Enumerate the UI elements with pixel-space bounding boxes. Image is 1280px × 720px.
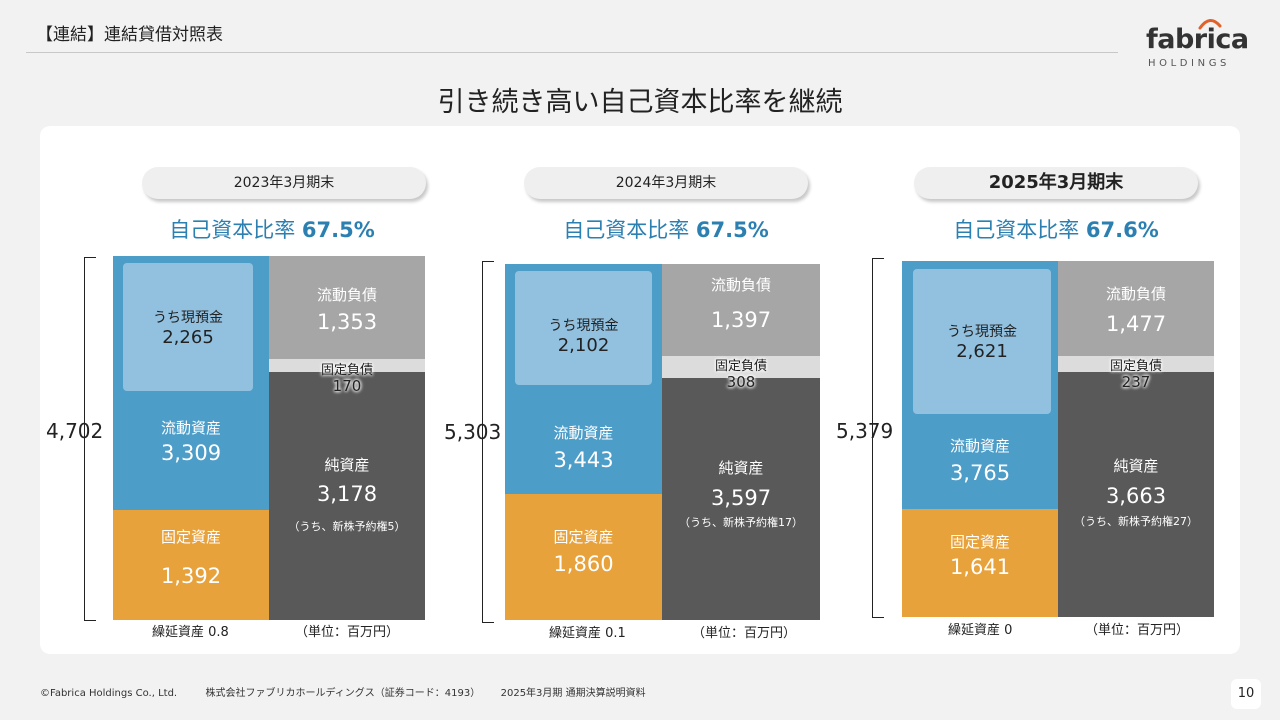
current-assets-label: 流動資産 (160, 419, 221, 437)
ratio-prefix: 自己資本比率 (169, 218, 296, 242)
deferred-value: 0.1 (605, 626, 626, 641)
total-assets-2024: 5,303 (444, 420, 502, 444)
ratio-value: 67.6% (1085, 218, 1159, 242)
page-title: 引き続き高い自己資本比率を継続 (437, 87, 843, 118)
unit-note-2023: （単位：百万円） (295, 625, 400, 640)
cash-value: 2,265 (162, 327, 214, 348)
current-liab-label: 流動負債 (316, 286, 377, 304)
cash-block-2025: うち現預金 2,621 (913, 269, 1051, 414)
cash-label: うち現預金 (947, 324, 1017, 340)
deferred-value: 0.8 (208, 625, 229, 640)
total-bracket (482, 261, 494, 623)
header-divider (26, 52, 1118, 53)
footer-company: 株式会社ファブリカホールディングス（証券コード：4193） (205, 688, 481, 699)
fixed-assets-value: 1,392 (160, 564, 222, 588)
net-assets-2025: 純資産 3,663 （うち、新株予約権27） (1058, 372, 1214, 617)
logo-wordmark: fabrica (1146, 24, 1249, 55)
total-assets-2025: 5,379 (836, 419, 894, 443)
period-label-2023: 2023年3月期末 (142, 167, 426, 199)
page-number: 10 (1231, 679, 1261, 709)
fixed-liabilities-2023 (269, 359, 425, 372)
equity-ratio-2023: 自己資本比率 67.5% (142, 214, 402, 244)
fixed-assets-label: 固定資産 (553, 528, 614, 546)
period-label-2024: 2024年3月期末 (524, 167, 808, 199)
current-assets-value: 3,309 (160, 441, 222, 465)
deferred-label: 繰延資産 (549, 626, 602, 641)
fixed-assets-2024: 固定資産 1,860 (505, 494, 662, 620)
footer-document: 2025年3月期 通期決算説明資料 (500, 688, 646, 699)
net-assets-value: 3,597 (710, 486, 772, 510)
fixed-liabilities-2025 (1058, 356, 1214, 372)
current-assets-value: 3,443 (553, 448, 614, 472)
fixed-liab-value: 170 (332, 377, 362, 395)
current-liab-label: 流動負債 (1105, 285, 1166, 303)
deferred-assets-2025: 繰延資産 0 (948, 619, 1012, 638)
cash-value: 2,102 (557, 335, 610, 356)
net-assets-note: （うち、新株予約権17） (679, 516, 803, 529)
net-assets-2024: 純資産 3,597 （うち、新株予約権17） (662, 378, 820, 620)
logo-arc-icon (1198, 19, 1222, 30)
fixed-liab-value: 237 (1121, 373, 1151, 391)
unit-note-2025: （単位：百万円） (1085, 623, 1190, 638)
fixed-liab-label: 固定負債 (320, 363, 373, 378)
current-assets-2023: うち現預金 2,265 流動資産 3,309 (113, 256, 269, 510)
deferred-label: 繰延資産 (948, 623, 1001, 638)
header-title: 【連結】連結貸借対照表 (36, 25, 223, 45)
net-assets-2023: 純資産 3,178 （うち、新株予約権5） (269, 372, 425, 620)
fixed-assets-2025: 固定資産 1,641 (902, 509, 1058, 617)
net-assets-label: 純資産 (1113, 457, 1159, 475)
fixed-assets-value: 1,860 (553, 552, 614, 576)
current-assets-2025: うち現預金 2,621 流動資産 3,765 (902, 261, 1058, 509)
net-assets-label: 純資産 (324, 456, 370, 474)
footer-copyright: ©Fabrica Holdings Co., Ltd. (40, 688, 178, 699)
equity-ratio-2025: 自己資本比率 67.6% (926, 214, 1186, 244)
ratio-prefix: 自己資本比率 (563, 218, 690, 242)
total-bracket (84, 257, 96, 621)
ratio-prefix: 自己資本比率 (953, 218, 1080, 242)
total-bracket (872, 258, 884, 618)
net-assets-note: （うち、新株予約権27） (1074, 515, 1198, 528)
deferred-assets-2024: 繰延資産 0.1 (549, 622, 626, 641)
cash-block-2024: うち現預金 2,102 (515, 271, 652, 385)
fixed-assets-label: 固定資産 (949, 533, 1010, 551)
deferred-value: 0 (1004, 623, 1013, 638)
logo-subtext: HOLDINGS (1148, 58, 1230, 69)
deferred-label: 繰延資産 (152, 625, 205, 640)
current-liabilities-2023: 流動負債 1,353 (269, 256, 425, 359)
current-assets-label: 流動資産 (553, 424, 614, 442)
current-assets-2024: うち現預金 2,102 流動資産 3,443 (505, 264, 662, 494)
net-assets-value: 3,663 (1105, 484, 1167, 508)
fixed-liab-label: 固定負債 (1109, 359, 1162, 374)
cash-value: 2,621 (956, 341, 1008, 362)
fixed-liab-label: 固定負債 (714, 359, 767, 374)
ratio-value: 67.5% (301, 218, 375, 242)
fixed-assets-value: 1,641 (949, 555, 1011, 579)
equity-ratio-2024: 自己資本比率 67.5% (536, 214, 796, 244)
footer: ©Fabrica Holdings Co., Ltd. 株式会社ファブリカホール… (40, 684, 646, 699)
deferred-assets-2023: 繰延資産 0.8 (152, 621, 229, 640)
fixed-liab-value: 308 (726, 373, 756, 391)
fixed-liabilities-2024 (662, 356, 820, 378)
company-logo: fabrica HOLDINGS (1140, 14, 1250, 69)
cash-label: うち現預金 (548, 318, 619, 334)
current-assets-label: 流動資産 (949, 437, 1010, 455)
net-assets-note: （うち、新株予約権5） (288, 520, 406, 533)
net-assets-label: 純資産 (718, 459, 764, 477)
period-label-2025: 2025年3月期末 (914, 167, 1198, 199)
cash-block-2023: うち現預金 2,265 (123, 263, 253, 391)
net-assets-value: 3,178 (316, 482, 378, 506)
current-liabilities-2025: 流動負債 1,477 (1058, 261, 1214, 356)
current-liab-value: 1,353 (316, 310, 378, 334)
current-liabilities-2024: 流動負債 1,397 (662, 264, 820, 356)
current-liab-label: 流動負債 (710, 276, 771, 294)
current-liab-value: 1,397 (710, 308, 772, 332)
cash-label: うち現預金 (153, 310, 223, 326)
fixed-assets-2023: 固定資産 1,392 (113, 510, 269, 620)
current-assets-value: 3,765 (949, 461, 1011, 485)
unit-note-2024: （単位：百万円） (692, 626, 797, 641)
current-liab-value: 1,477 (1105, 312, 1167, 336)
total-assets-2023: 4,702 (46, 419, 104, 443)
ratio-value: 67.5% (695, 218, 769, 242)
fixed-assets-label: 固定資産 (160, 528, 221, 546)
